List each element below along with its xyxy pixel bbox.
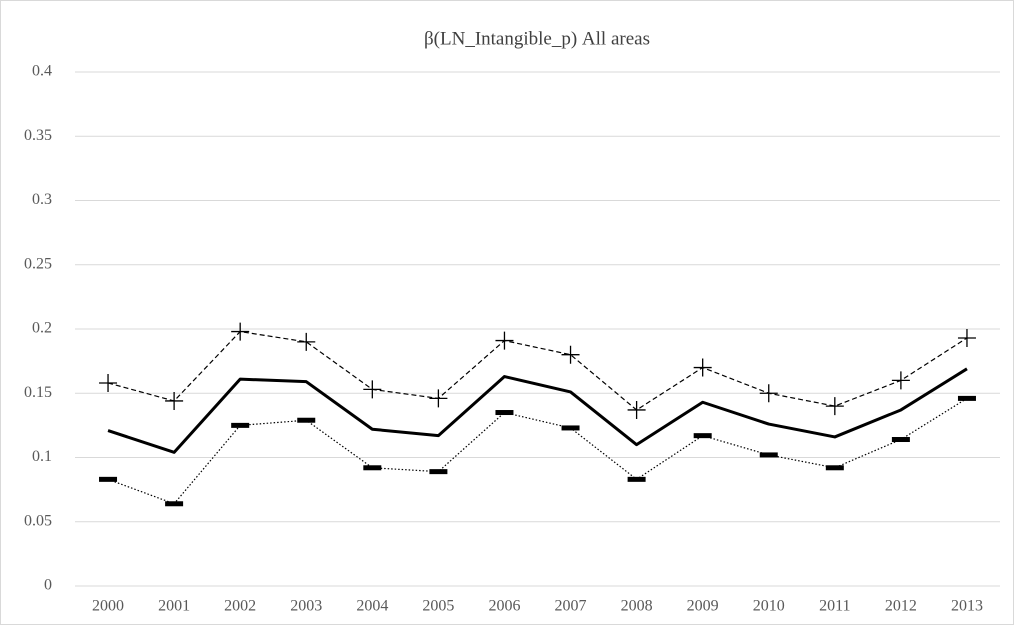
dash-marker bbox=[231, 422, 250, 428]
dash-marker bbox=[561, 425, 580, 431]
series-line bbox=[107, 330, 968, 411]
y-tick-label: 0.2 bbox=[32, 320, 52, 337]
dash-marker bbox=[759, 452, 778, 458]
x-tick-label: 2012 bbox=[885, 598, 917, 615]
x-tick-label: 2009 bbox=[687, 598, 719, 615]
plus-marker bbox=[627, 400, 646, 419]
series-line bbox=[107, 367, 968, 454]
plus-marker bbox=[297, 332, 316, 351]
x-tick-label: 2006 bbox=[488, 598, 520, 615]
plus-marker bbox=[99, 373, 118, 392]
plus-marker bbox=[825, 397, 844, 416]
dash-marker bbox=[297, 417, 316, 423]
plus-marker bbox=[693, 358, 712, 377]
plus-marker bbox=[891, 371, 910, 390]
plus-marker bbox=[759, 384, 778, 403]
y-tick-label: 0.3 bbox=[32, 191, 52, 208]
x-tick-label: 2008 bbox=[621, 598, 653, 615]
x-tick-label: 2013 bbox=[951, 598, 983, 615]
y-tick-label: 0.1 bbox=[32, 448, 52, 465]
plus-marker bbox=[495, 331, 514, 350]
dash-marker bbox=[429, 469, 448, 475]
dash-marker bbox=[957, 395, 976, 401]
dash-marker bbox=[165, 501, 184, 507]
dash-marker bbox=[99, 476, 118, 482]
x-tick-label: 2001 bbox=[158, 598, 190, 615]
dash-marker bbox=[693, 433, 712, 439]
y-tick-label: 0.35 bbox=[24, 127, 52, 144]
x-tick-label: 2003 bbox=[290, 598, 322, 615]
x-tick-label: 2000 bbox=[92, 598, 124, 615]
dash-marker bbox=[891, 437, 910, 443]
dash-marker bbox=[363, 465, 382, 471]
plus-marker bbox=[363, 380, 382, 399]
x-tick-label: 2011 bbox=[819, 598, 850, 615]
plus-marker bbox=[561, 345, 580, 364]
y-tick-label: 0.25 bbox=[24, 255, 52, 272]
y-tick-label: 0 bbox=[44, 577, 52, 594]
dash-marker bbox=[495, 410, 514, 416]
x-tick-label: 2005 bbox=[422, 598, 454, 615]
x-tick-label: 2002 bbox=[224, 598, 256, 615]
y-tick-label: 0.15 bbox=[24, 384, 52, 401]
plus-marker bbox=[165, 391, 184, 410]
plus-marker bbox=[957, 328, 976, 347]
dash-marker bbox=[627, 476, 646, 482]
plus-marker bbox=[231, 322, 250, 341]
x-tick-label: 2010 bbox=[753, 598, 785, 615]
x-tick-label: 2004 bbox=[356, 598, 388, 615]
chart-title: β(LN_Intangible_p) All areas bbox=[424, 28, 650, 49]
dash-marker bbox=[825, 465, 844, 471]
y-tick-label: 0.4 bbox=[32, 63, 52, 80]
plus-marker bbox=[429, 389, 448, 408]
y-tick-label: 0.05 bbox=[24, 512, 52, 529]
x-tick-label: 2007 bbox=[555, 598, 587, 615]
